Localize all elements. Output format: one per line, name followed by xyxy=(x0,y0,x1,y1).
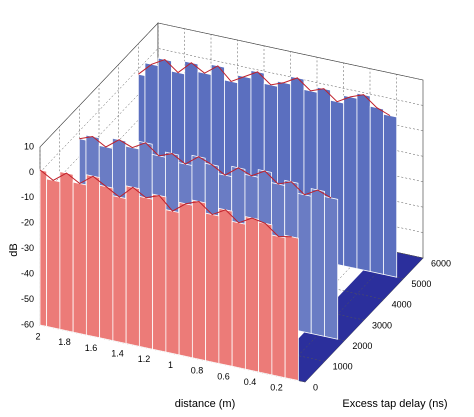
y-tick-label: 6000 xyxy=(431,258,451,268)
bar xyxy=(218,207,233,367)
bar xyxy=(39,169,48,327)
x-tick-label: 0.8 xyxy=(191,366,204,376)
bar xyxy=(46,178,61,330)
bar xyxy=(112,195,127,345)
bar xyxy=(356,92,371,273)
bar xyxy=(59,171,74,333)
profile-line xyxy=(138,58,391,117)
z-tick-label: -60 xyxy=(21,319,34,329)
y-tick-label: 4000 xyxy=(392,300,412,310)
bar xyxy=(343,94,358,270)
profile-line xyxy=(39,169,292,238)
x-tick-label: 0.6 xyxy=(217,371,230,381)
y-tick-label: 5000 xyxy=(411,279,431,289)
bar xyxy=(297,192,312,335)
z-tick-label: -50 xyxy=(21,294,34,304)
y-grid-line xyxy=(118,64,384,300)
bar xyxy=(284,234,299,382)
bar xyxy=(383,113,398,278)
x-tick-label: 1.6 xyxy=(85,343,98,353)
z-tick-label: -20 xyxy=(21,218,34,228)
x-tick-label: 1.4 xyxy=(111,348,124,358)
profile-line xyxy=(79,135,332,199)
bar xyxy=(310,188,325,337)
bar xyxy=(258,221,273,376)
z-axis-label: dB xyxy=(8,243,20,256)
bar xyxy=(205,212,220,364)
z-tick-label: 0 xyxy=(29,167,34,177)
bar xyxy=(152,193,167,353)
x-tick-label: 1.8 xyxy=(58,337,71,347)
bar xyxy=(231,220,246,370)
z-grid-line xyxy=(39,48,424,173)
bar xyxy=(178,201,193,359)
x-tick-label: 1.2 xyxy=(138,354,151,364)
bar xyxy=(99,184,114,342)
x-tick-label: 1 xyxy=(168,360,173,370)
bar xyxy=(72,181,87,336)
z-tick-label: -40 xyxy=(21,269,34,279)
bar xyxy=(324,196,339,340)
bar xyxy=(244,216,260,373)
x-tick-label: 0.2 xyxy=(270,383,283,393)
bar xyxy=(125,185,140,347)
y-axis-label: Excess tap delay (ns) xyxy=(342,398,447,410)
x-tick-label: 0.4 xyxy=(244,377,257,387)
bar xyxy=(271,234,286,379)
z-tick-label: -30 xyxy=(21,243,34,253)
y-tick-label: 0 xyxy=(313,382,318,392)
x-axis-label: distance (m) xyxy=(175,398,236,410)
y-tick-label: 2000 xyxy=(352,341,372,351)
bar xyxy=(138,195,154,350)
bar xyxy=(85,174,101,339)
bar xyxy=(369,105,384,275)
bar xyxy=(191,199,207,362)
z-tick-label: 10 xyxy=(24,141,34,151)
x-tick-label: 2 xyxy=(35,331,40,341)
z-tick-label: -10 xyxy=(21,192,34,202)
y-tick-label: 1000 xyxy=(333,362,353,372)
y-tick-label: 3000 xyxy=(372,320,392,330)
bar xyxy=(165,209,180,356)
